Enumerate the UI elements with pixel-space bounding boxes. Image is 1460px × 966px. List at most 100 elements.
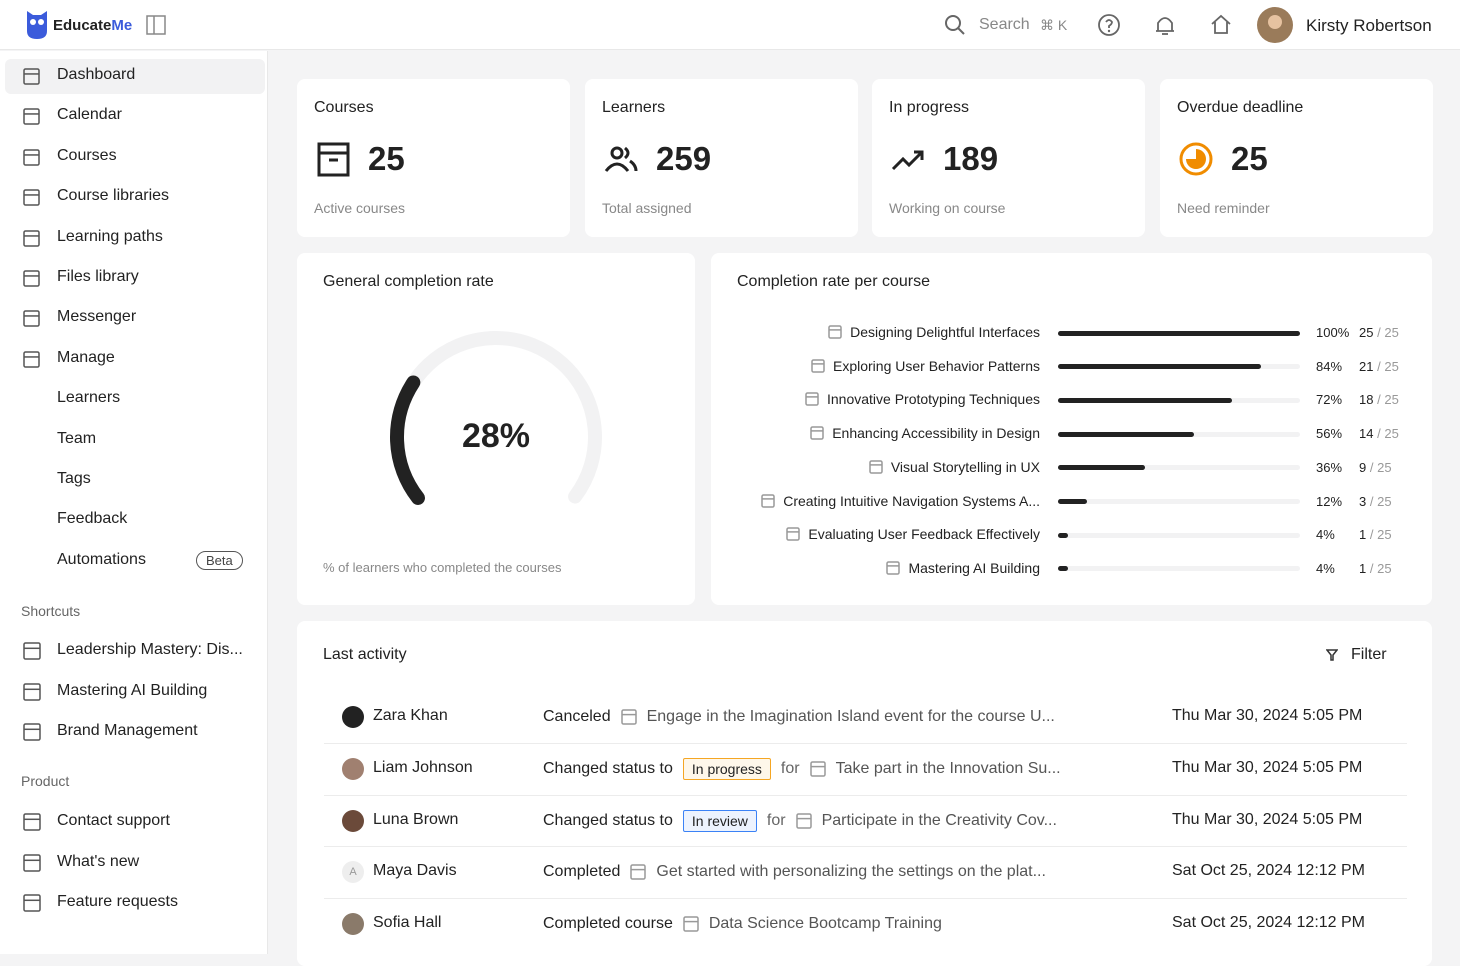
target: Data Science Bootcamp Training: [708, 915, 942, 933]
filter-button[interactable]: Filter: [1351, 646, 1387, 663]
icon-shape: [1326, 649, 1338, 661]
completion-card: General completion rate 28% % of learners …: [297, 253, 695, 605]
bar-track: [1058, 465, 1300, 471]
done: 9: [1359, 459, 1367, 475]
nav-item[interactable]: Learning paths: [57, 227, 163, 245]
bar-track: [1058, 566, 1300, 572]
collapse-button[interactable]: [146, 15, 166, 35]
icon-shape: [786, 527, 801, 541]
search-icon[interactable]: [944, 14, 966, 36]
nav-item[interactable]: Messenger: [57, 308, 137, 326]
total: 25: [1377, 560, 1392, 576]
icon: [683, 916, 699, 932]
bar: [1058, 397, 1233, 403]
date: Thu Mar 30, 2024 5:05 PM: [1172, 810, 1363, 828]
icon-shape: [869, 460, 883, 474]
avatar: [342, 706, 364, 728]
nav-item[interactable]: Dashboard: [57, 66, 136, 83]
date: Sat Oct 25, 2024 12:12 PM: [1172, 862, 1366, 880]
product-item[interactable]: What's new: [57, 852, 140, 870]
shortcut-item[interactable]: Mastering AI Building: [57, 681, 208, 699]
bar: [1058, 499, 1088, 504]
course-name: Visual Storytelling in UX: [869, 459, 1040, 475]
nav-item[interactable]: Course libraries: [57, 187, 170, 205]
course-name-text: Visual Storytelling in UX: [890, 458, 1040, 475]
icon: [23, 894, 41, 912]
search-shortcut: ⌘ K: [1040, 17, 1068, 33]
bar: [1058, 431, 1194, 437]
nav-sub-item[interactable]: Automations: [57, 550, 146, 568]
icon: [23, 68, 40, 85]
icon: [805, 392, 819, 407]
icon: [23, 310, 40, 328]
icon-shape: [886, 561, 901, 575]
course-name: Creating Intuitive Navigation Systems A.…: [761, 493, 1040, 509]
nav-sub-item[interactable]: Feedback: [57, 510, 128, 528]
icon-shape: [683, 916, 699, 932]
stat-title: Courses: [314, 99, 374, 116]
course-name: Evaluating User Feedback Effectively: [786, 526, 1040, 542]
icon: [23, 149, 40, 166]
done: 14: [1359, 426, 1374, 442]
action: Changed status to: [543, 759, 673, 777]
target: Participate in the Creativity Cov...: [821, 811, 1057, 829]
fraction: 18 / 25: [1359, 392, 1399, 407]
icon-shape: [809, 761, 826, 777]
shortcut-item[interactable]: Leadership Mastery: Dis...: [57, 641, 243, 658]
percent-label: 84%: [1316, 358, 1343, 374]
user-avatar[interactable]: [1257, 7, 1293, 43]
activity-line: Completed Get started with personalizing …: [543, 859, 1046, 885]
course-name-text: Creating Intuitive Navigation Systems A.…: [783, 492, 1040, 509]
fraction: 3 / 25: [1359, 494, 1392, 509]
icon: [811, 358, 825, 373]
icon: [23, 723, 41, 741]
stat-card: Learners 259 Total assigned: [585, 79, 858, 237]
nav-item[interactable]: Files library: [57, 268, 139, 285]
product-item[interactable]: Feature requests: [57, 893, 178, 910]
shortcut-item[interactable]: Brand Management: [57, 722, 198, 739]
icon-shape: [23, 894, 41, 912]
done: 18: [1359, 392, 1374, 408]
percent-label: 12%: [1316, 493, 1343, 509]
user-name[interactable]: Kirsty Robertson: [1306, 16, 1432, 35]
stat-title: Learners: [602, 99, 666, 116]
target: Get started with personalizing the setti…: [656, 863, 1046, 881]
home-button[interactable]: [1210, 13, 1232, 35]
stat-value: 25: [368, 140, 405, 177]
separator: /: [1377, 358, 1381, 374]
percent-label: 4%: [1316, 560, 1335, 576]
product-item[interactable]: Contact support: [57, 812, 170, 829]
icon-shape: [805, 392, 819, 407]
percent-label: 72%: [1316, 392, 1343, 408]
card-title: Last activity: [323, 646, 407, 663]
icon-shape: [23, 229, 40, 247]
percent-label: 100%: [1316, 325, 1350, 340]
filter-icon: [1326, 649, 1338, 661]
icon: [23, 270, 40, 287]
nav-sub-item[interactable]: Tags: [57, 470, 91, 487]
icon-shape: [1186, 149, 1206, 169]
notifications-button[interactable]: [1154, 13, 1176, 37]
nav-sub-item[interactable]: Team: [57, 429, 97, 447]
help-button[interactable]: [1097, 13, 1121, 37]
fraction: 21 / 25: [1359, 359, 1399, 374]
nav-item[interactable]: Manage: [57, 348, 115, 366]
course-name-text: Enhancing Accessibility in Design: [832, 425, 1040, 442]
nav-sub-item[interactable]: Learners: [57, 389, 121, 407]
stat-value: 25: [1231, 140, 1268, 177]
course-name-text: Designing Delightful Interfaces: [850, 324, 1040, 340]
user-name: Luna Brown: [373, 810, 459, 828]
total: 25: [1377, 527, 1392, 543]
icon-shape: [795, 812, 812, 829]
stat-icon: [1179, 142, 1213, 176]
status-badge: In progress: [682, 757, 771, 780]
nav-item[interactable]: Courses: [57, 146, 117, 164]
brand-main: Educate: [53, 17, 112, 34]
separator: /: [1369, 527, 1374, 543]
nav-item[interactable]: Calendar: [57, 106, 122, 124]
icon-shape: [630, 864, 647, 881]
search[interactable]: Search: [979, 16, 1030, 33]
bar-track: [1058, 532, 1300, 538]
fraction: 1 / 25: [1359, 561, 1392, 576]
icon: [761, 493, 775, 508]
